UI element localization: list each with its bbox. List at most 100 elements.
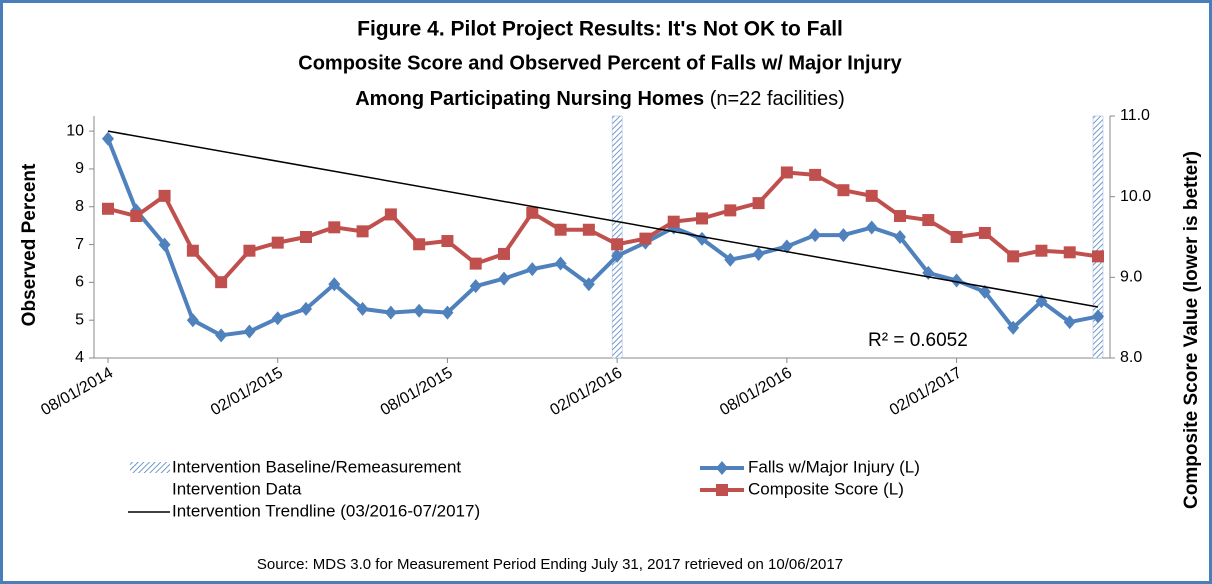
intervention-bar: [1092, 115, 1104, 359]
chart-subtitle: Composite Score and Observed Percent of …: [298, 52, 902, 74]
marker: [894, 210, 906, 223]
marker: [724, 252, 737, 267]
marker: [752, 247, 765, 262]
marker: [526, 262, 539, 277]
marker: [328, 277, 341, 292]
marker: [1007, 250, 1020, 263]
marker: [300, 231, 312, 243]
legend-label: Intervention Data: [172, 479, 302, 498]
marker: [469, 279, 482, 294]
marker: [384, 305, 397, 320]
subtitle-bold: Among Participating Nursing Homes: [355, 88, 704, 110]
intervention-bar: [611, 115, 623, 359]
marker: [724, 204, 737, 217]
marker: [865, 220, 878, 235]
marker: [696, 212, 708, 225]
marker: [780, 239, 793, 254]
y2-tick-label: 10.0: [1120, 188, 1151, 205]
marker: [243, 244, 256, 257]
marker: [865, 189, 878, 202]
legend-label: Falls w/Major Injury (L): [748, 457, 920, 476]
marker: [837, 184, 850, 197]
marker: [780, 166, 793, 179]
marker: [837, 228, 850, 243]
marker: [922, 214, 935, 227]
marker: [186, 244, 199, 257]
marker: [1063, 246, 1076, 259]
marker: [469, 257, 482, 270]
marker: [356, 225, 369, 238]
marker: [215, 276, 228, 289]
marker: [441, 305, 454, 320]
marker: [950, 231, 963, 243]
marker: [413, 238, 426, 251]
marker: [215, 328, 228, 343]
marker: [554, 223, 567, 236]
y2-tick-label: 11.0: [1120, 107, 1150, 124]
legend-label: Intervention Baseline/Remeasurement: [172, 457, 461, 476]
legend-swatch: [130, 462, 170, 473]
marker: [300, 301, 312, 316]
marker: [356, 301, 369, 316]
marker: [1035, 244, 1048, 257]
y-tick-label: 4: [75, 349, 84, 366]
marker: [582, 223, 595, 236]
y-tick-label: 6: [75, 274, 84, 291]
marker: [328, 221, 341, 234]
y-tick-label: 7: [75, 236, 84, 253]
marker: [243, 324, 256, 339]
y-tick-label: 8: [75, 198, 84, 215]
marker: [1007, 320, 1020, 335]
marker: [978, 226, 991, 239]
marker: [102, 202, 114, 215]
y-tick-label: 9: [75, 160, 84, 177]
marker: [526, 206, 539, 219]
legend-swatch: [716, 484, 728, 496]
marker: [809, 168, 822, 181]
marker: [158, 189, 171, 202]
y2-axis-title: Composite Score Value (lower is better): [1181, 151, 1202, 509]
marker: [441, 235, 454, 248]
marker: [611, 248, 624, 263]
marker: [498, 247, 510, 260]
y-tick-label: 10: [66, 122, 84, 139]
legend-label: Intervention Trendline (03/2016-07/2017): [172, 501, 480, 520]
legend-label: Composite Score (L): [748, 479, 904, 498]
marker: [413, 303, 426, 318]
marker: [894, 230, 906, 244]
marker: [809, 228, 822, 243]
chart-title: Figure 4. Pilot Project Results: It's No…: [357, 18, 843, 41]
marker: [186, 313, 199, 328]
marker: [950, 273, 963, 288]
marker: [1092, 309, 1104, 324]
marker: [102, 131, 114, 146]
legend-swatch: [716, 461, 728, 475]
marker: [611, 238, 624, 251]
marker: [978, 284, 991, 299]
marker: [752, 197, 765, 210]
y2-tick-label: 9.0: [1120, 269, 1142, 286]
marker: [639, 232, 652, 245]
y-tick-label: 5: [75, 311, 84, 328]
marker: [130, 210, 143, 223]
subtitle-note: (n=22 facilities): [710, 88, 845, 110]
marker: [498, 271, 510, 286]
trendline-annotation: R² = 0.6052: [868, 330, 968, 351]
marker: [554, 256, 567, 271]
marker: [667, 215, 680, 228]
trendline: [107, 130, 1099, 308]
marker: [158, 237, 171, 252]
y-axis-title: Observed Percent: [19, 163, 40, 326]
marker: [384, 208, 397, 221]
y2-tick-label: 8.0: [1120, 349, 1142, 366]
marker: [271, 311, 284, 326]
marker: [1092, 250, 1104, 263]
marker: [271, 236, 284, 249]
marker: [582, 277, 595, 292]
marker: [1063, 315, 1076, 330]
source: Source: MDS 3.0 for Measurement Period E…: [257, 556, 843, 573]
chart-subtitle2: Among Participating Nursing Homes (n=22 …: [355, 88, 845, 110]
